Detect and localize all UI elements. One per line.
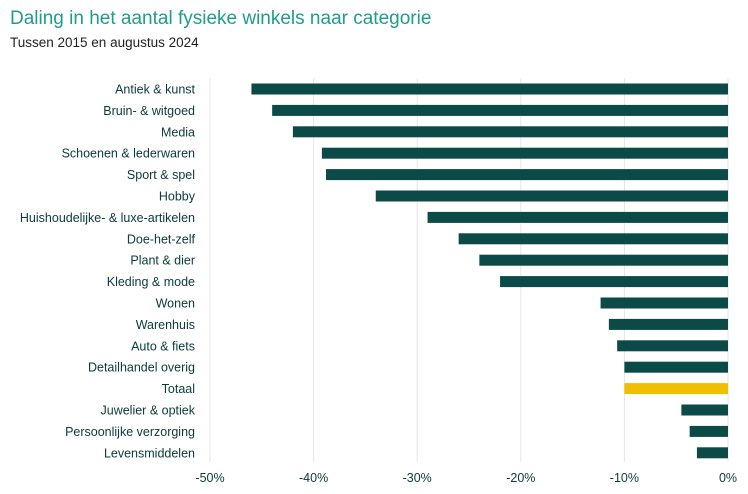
category-label: Totaal — [162, 382, 195, 396]
x-tick-label: -20% — [506, 471, 535, 485]
bar — [624, 361, 728, 373]
category-label: Wonen — [156, 297, 195, 311]
bar — [479, 254, 728, 266]
chart-subtitle: Tussen 2015 en augustus 2024 — [10, 35, 199, 50]
category-label: Media — [161, 125, 195, 139]
category-label: Auto & fiets — [131, 339, 195, 353]
chart-title: Daling in het aantal fysieke winkels naa… — [10, 8, 432, 29]
bar-highlight — [624, 383, 728, 395]
category-label: Persoonlijke verzorging — [65, 425, 195, 439]
x-tick-label: -50% — [195, 471, 224, 485]
category-label: Antiek & kunst — [115, 83, 195, 97]
bar — [681, 404, 728, 416]
bar — [458, 233, 728, 245]
bar — [617, 340, 728, 352]
category-label: Levensmiddelen — [104, 446, 195, 460]
category-label: Schoenen & lederwaren — [62, 147, 195, 161]
bar — [375, 190, 728, 202]
bar — [696, 447, 728, 459]
bar — [500, 276, 728, 288]
category-label: Detailhandel overig — [88, 361, 195, 375]
bar — [600, 297, 728, 309]
category-label: Plant & dier — [130, 254, 195, 268]
category-label: Doe-het-zelf — [127, 232, 196, 246]
x-tick-label: -40% — [299, 471, 328, 485]
category-label: Kleding & mode — [107, 275, 195, 289]
bar — [251, 83, 728, 95]
x-tick-label: -10% — [610, 471, 639, 485]
bar — [321, 147, 728, 159]
bar — [326, 169, 728, 181]
bar — [272, 104, 728, 116]
category-label: Bruin- & witgoed — [103, 104, 195, 118]
category-label: Hobby — [159, 190, 196, 204]
bar — [427, 211, 728, 223]
x-tick-label: 0% — [719, 471, 737, 485]
x-tick-label: -30% — [403, 471, 432, 485]
bar — [608, 318, 728, 330]
category-label: Warenhuis — [136, 318, 195, 332]
category-label: Juwelier & optiek — [101, 404, 196, 418]
category-label: Sport & spel — [127, 168, 195, 182]
bar — [292, 126, 728, 138]
bar — [689, 425, 728, 437]
category-label: Huishoudelijke- & luxe-artikelen — [20, 211, 195, 225]
